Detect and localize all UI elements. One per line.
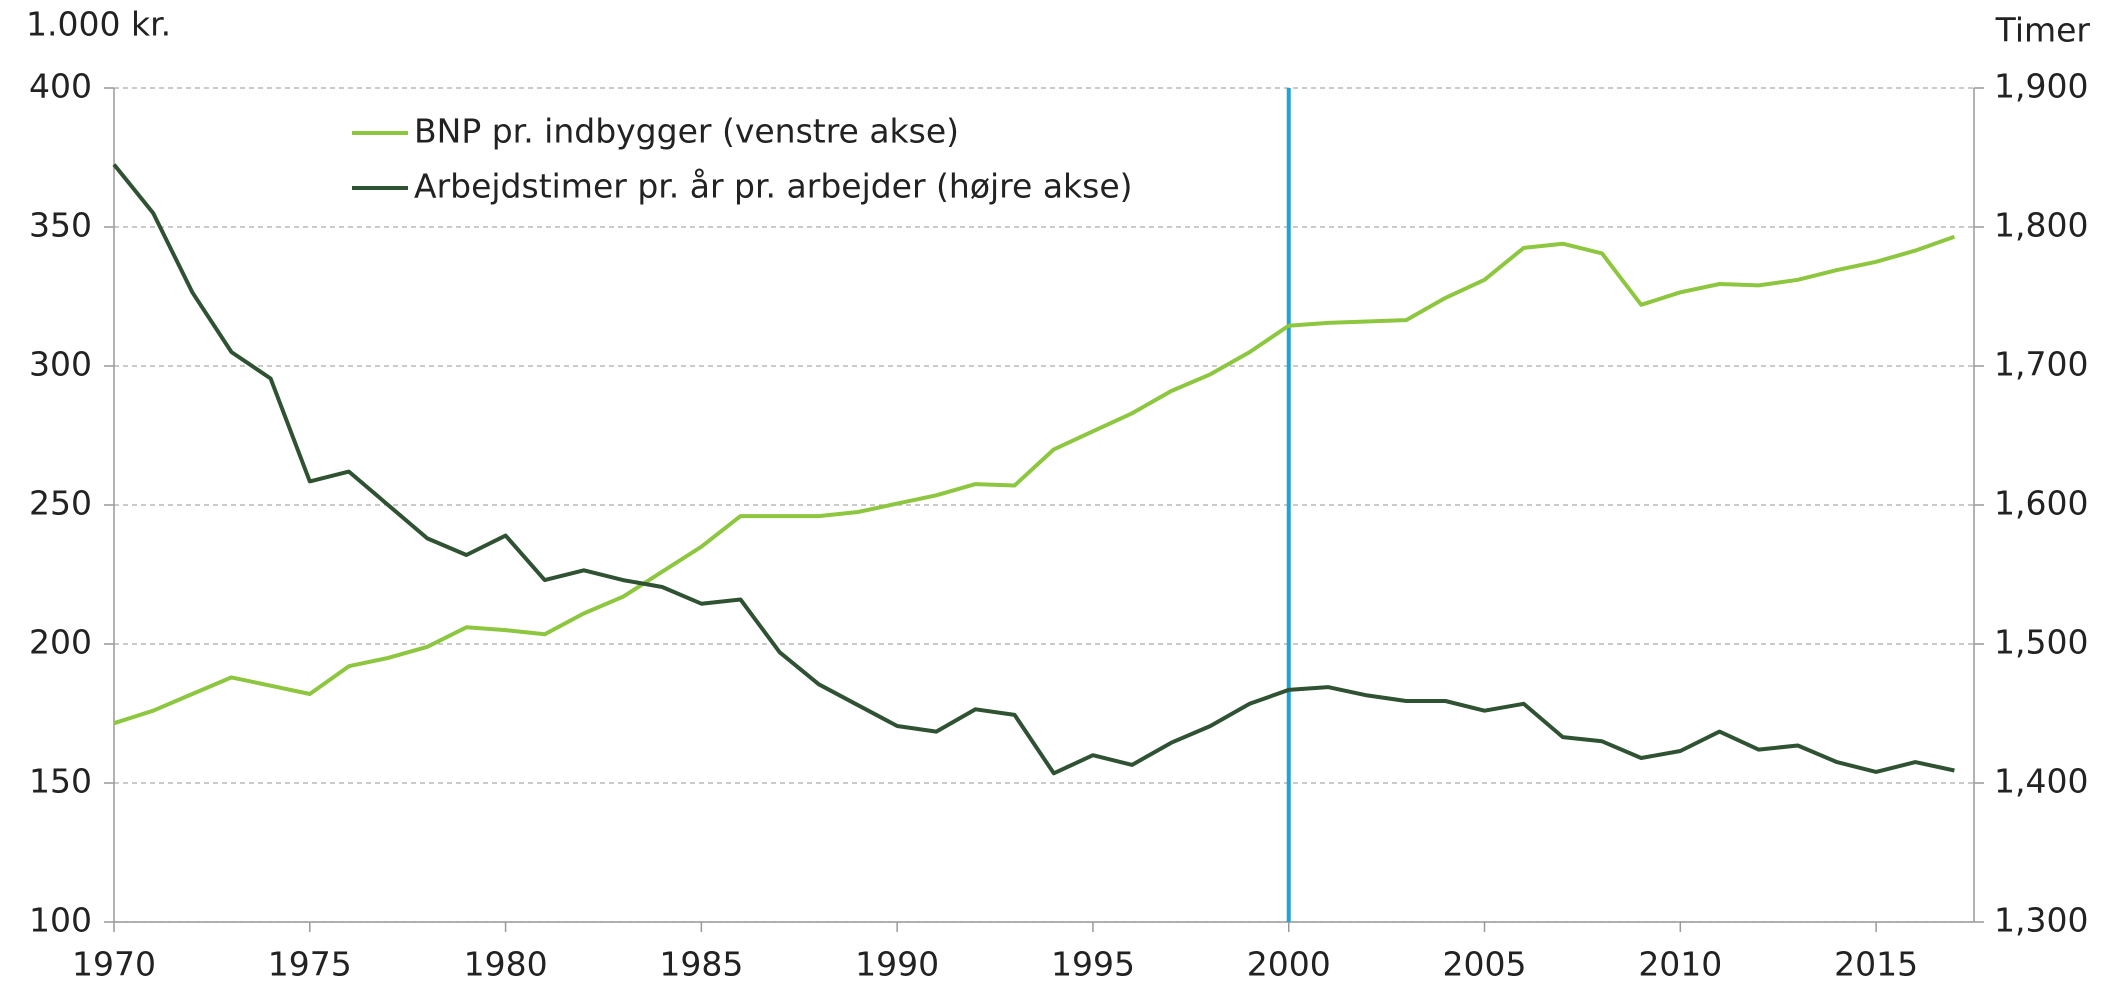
x-tick-label: 1990 [855, 945, 939, 984]
y2-tick-label: 1,500 [1994, 623, 2088, 662]
x-tick-label: 2005 [1443, 945, 1527, 984]
y-tick-label: 150 [29, 762, 92, 801]
x-tick-label: 1980 [464, 945, 548, 984]
y2-tick-label: 1,900 [1994, 67, 2088, 106]
line-series [113, 234, 1956, 726]
x-tick-label: 2010 [1638, 945, 1722, 984]
y-tick-label: 400 [29, 67, 92, 106]
y-tick-label: 100 [29, 901, 92, 940]
y2-axis-label: Timer [1995, 11, 2091, 50]
x-tick-label: 1970 [72, 945, 156, 984]
y2-tick-label: 1,400 [1994, 762, 2088, 801]
y2-tick-label: 1,300 [1994, 901, 2088, 940]
x-tick-label: 1975 [268, 945, 352, 984]
y2-tick-label: 1,600 [1994, 484, 2088, 523]
x-tick-label: 1995 [1051, 945, 1135, 984]
line-series [112, 163, 1955, 776]
y-tick-label: 350 [29, 206, 92, 245]
y-tick-label: 200 [29, 623, 92, 662]
x-tick-label: 2000 [1247, 945, 1331, 984]
y-tick-label: 250 [29, 484, 92, 523]
y-axis-label: 1.000 kr. [26, 5, 171, 44]
legend-label: BNP pr. indbygger (venstre akse) [414, 112, 959, 151]
y2-tick-label: 1,700 [1994, 345, 2088, 384]
y2-tick-label: 1,800 [1994, 206, 2088, 245]
x-tick-label: 1985 [659, 945, 743, 984]
y-tick-label: 300 [29, 345, 92, 384]
legend-label: Arbejdstimer pr. år pr. arbejder (højre … [414, 167, 1133, 206]
x-tick-label: 2015 [1834, 945, 1918, 984]
